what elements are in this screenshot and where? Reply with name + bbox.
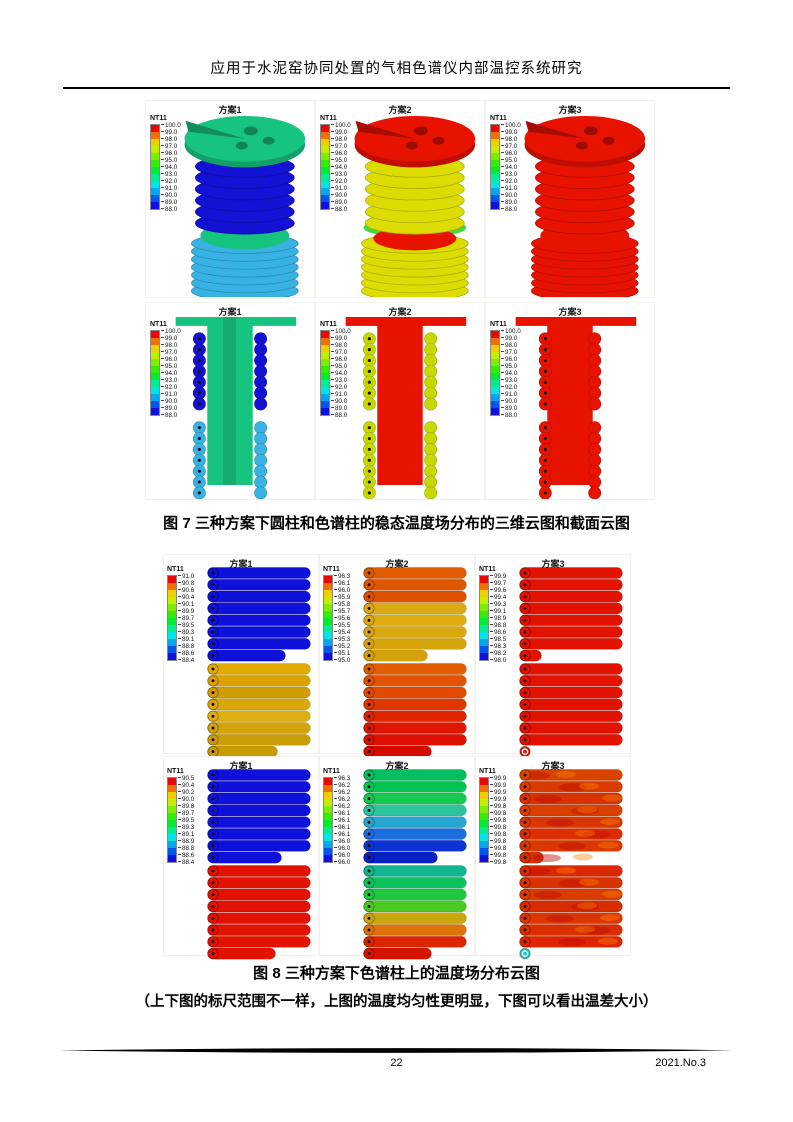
coil-3d-render — [524, 115, 646, 297]
scheme-title: 方案1 — [218, 307, 242, 317]
header-divider — [63, 87, 730, 90]
nt11-legend: NT11 99.9 99.9 99.9 99.9 99.8 99.8 99.8 99.8 99.8… — [479, 768, 507, 866]
fig7-section-panel-3: 方案3 NT11 100.0 99.0 98.0 97.0 96.0 95.0 94.0 93.… — [485, 302, 655, 500]
issue-label: 2021.No.3 — [655, 1057, 706, 1069]
scheme-title: 方案3 — [558, 307, 582, 317]
scheme-title: 方案1 — [229, 559, 253, 569]
column-tubes-bottom — [363, 865, 467, 960]
scheme-title: 方案3 — [541, 559, 565, 569]
scheme-title: 方案3 — [541, 761, 565, 771]
fig8-lower-panel-1: 方案1 NT11 90.5 90.4 90.2 90.0 89.8 89.7 89.5 89.3… — [163, 756, 319, 960]
column-tubes-top — [207, 769, 311, 864]
column-tubes-top — [207, 567, 311, 662]
column-tubes-bottom — [363, 663, 467, 758]
nt11-legend: NT11 100.0 99.0 98.0 97.0 96.0 95.0 94.0 93.0 92.… — [320, 115, 351, 213]
fig8-lower-row: 方案1 NT11 90.5 90.4 90.2 90.0 89.8 89.7 89.5 89.3… — [163, 756, 631, 960]
nt11-legend: NT11 100.0 99.0 98.0 97.0 96.0 95.0 94.0 93.0 92.… — [490, 321, 521, 419]
section-render — [175, 317, 297, 499]
fig7-3d-panel-3: 方案3 NT11 100.0 99.0 98.0 97.0 96.0 95.0 94.0 93.… — [485, 100, 655, 298]
scheme-title: 方案1 — [229, 761, 253, 771]
column-tubes-bottom — [207, 865, 311, 960]
figure7-caption: 图 7 三种方案下圆柱和色谱柱的稳态温度场分布的三维云图和截面云图 — [163, 515, 630, 532]
section-render — [345, 317, 467, 499]
nt11-legend: NT11 100.0 99.0 98.0 97.0 96.0 95.0 94.0 93.0 92.… — [150, 115, 181, 213]
section-render — [515, 317, 637, 499]
coil-3d-render — [184, 115, 306, 297]
fig7-section-panel-2: 方案2 NT11 100.0 99.0 98.0 97.0 96.0 95.0 94.0 93.… — [315, 302, 485, 500]
column-tubes-top — [363, 567, 467, 662]
nt11-legend: NT11 96.3 96.1 96.0 95.9 95.8 95.7 95.6 95.5 95.4… — [323, 566, 351, 664]
nt11-legend: NT11 96.3 96.2 96.2 96.2 96.2 96.1 96.1 96.1 96.1… — [323, 768, 351, 866]
column-tubes-top — [519, 567, 623, 662]
fig7-3d-panel-1: 方案1 NT11 100.0 99.0 98.0 97.0 96.0 95.0 94.0 93.… — [145, 100, 315, 298]
fig7-section-panel-1: 方案1 NT11 100.0 99.0 98.0 97.0 96.0 95.0 94.0 93.… — [145, 302, 315, 500]
scheme-title: 方案1 — [218, 105, 242, 115]
scheme-title: 方案2 — [385, 761, 409, 771]
column-tubes-bottom — [207, 663, 311, 758]
column-tubes-top — [519, 769, 623, 864]
fig8-upper-panel-3: 方案3 NT11 99.9 99.7 99.6 99.4 99.3 99.1 98.9 98.8… — [475, 554, 631, 758]
column-tubes-bottom — [519, 865, 623, 960]
scheme-title: 方案2 — [385, 559, 409, 569]
fig7-3d-panel-2: 方案2 NT11 100.0 99.0 98.0 97.0 96.0 95.0 94.0 93.… — [315, 100, 485, 298]
fig8-lower-panel-3: 方案3 NT11 99.9 99.9 99.9 99.9 99.8 99.8 99.8 99.8… — [475, 756, 631, 960]
coil-3d-render — [354, 115, 476, 297]
fig7-section-row: 方案1 NT11 100.0 99.0 98.0 97.0 96.0 95.0 94.0 93.… — [145, 302, 655, 500]
nt11-legend: NT11 91.0 90.8 90.6 90.4 90.1 89.9 89.7 89.5 89.3… — [167, 566, 195, 664]
nt11-legend: NT11 100.0 99.0 98.0 97.0 96.0 95.0 94.0 93.0 92.… — [320, 321, 351, 419]
column-tubes-bottom — [519, 663, 623, 758]
nt11-legend: NT11 100.0 99.0 98.0 97.0 96.0 95.0 94.0 93.0 92.… — [490, 115, 521, 213]
scheme-title: 方案2 — [388, 105, 412, 115]
figure8-caption: 图 8 三种方案下色谱柱上的温度场分布云图 — [253, 965, 540, 982]
figure8-note: （上下图的标尺范围不一样，上图的温度均匀性更明显，下图可以看出温差大小） — [135, 994, 658, 1010]
nt11-legend: NT11 90.5 90.4 90.2 90.0 89.8 89.7 89.5 89.3 89.1… — [167, 768, 195, 866]
page-number: 22 — [390, 1057, 403, 1069]
scheme-title: 方案3 — [558, 105, 582, 115]
fig7-3d-row: 方案1 NT11 100.0 99.0 98.0 97.0 96.0 95.0 94.0 93.… — [145, 100, 655, 298]
nt11-legend: NT11 100.0 99.0 98.0 97.0 96.0 95.0 94.0 93.0 92.… — [150, 321, 181, 419]
nt11-legend: NT11 99.9 99.7 99.6 99.4 99.3 99.1 98.9 98.8 98.6… — [479, 566, 507, 664]
fig8-lower-panel-2: 方案2 NT11 96.3 96.2 96.2 96.2 96.2 96.1 96.1 96.1… — [319, 756, 475, 960]
page-title: 应用于水泥窑协同处置的气相色谱仪内部温控系统研究 — [210, 61, 583, 77]
fig8-upper-row: 方案1 NT11 91.0 90.8 90.6 90.4 90.1 89.9 89.7 89.5… — [163, 554, 631, 758]
column-tubes-top — [363, 769, 467, 864]
scheme-title: 方案2 — [388, 307, 412, 317]
footer-divider — [60, 1048, 732, 1053]
fig8-upper-panel-2: 方案2 NT11 96.3 96.1 96.0 95.9 95.8 95.7 95.6 95.5… — [319, 554, 475, 758]
fig8-upper-panel-1: 方案1 NT11 91.0 90.8 90.6 90.4 90.1 89.9 89.7 89.5… — [163, 554, 319, 758]
